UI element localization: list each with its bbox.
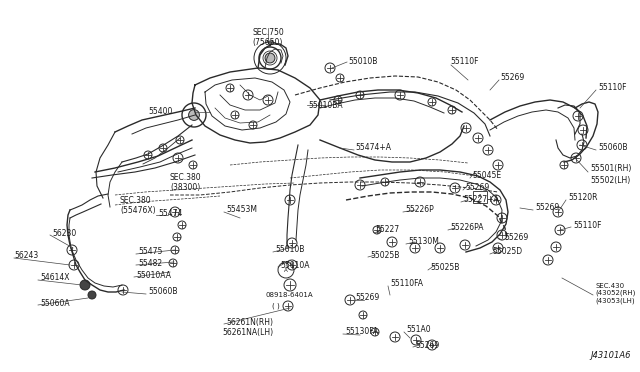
- Text: 55010AA: 55010AA: [136, 270, 171, 279]
- Text: 55025B: 55025B: [430, 263, 460, 273]
- Text: 55227: 55227: [375, 225, 399, 234]
- Circle shape: [80, 280, 90, 290]
- Text: 55045E: 55045E: [472, 170, 501, 180]
- Text: SEC.750
(75650): SEC.750 (75650): [252, 28, 284, 47]
- Text: 55010B: 55010B: [348, 58, 378, 67]
- Circle shape: [88, 291, 96, 299]
- Text: 55060B: 55060B: [148, 288, 177, 296]
- Text: 56261N(RH): 56261N(RH): [226, 317, 273, 327]
- Text: 55010B: 55010B: [275, 246, 305, 254]
- Text: 55226P: 55226P: [405, 205, 434, 215]
- Text: 55269: 55269: [465, 183, 489, 192]
- Text: J43101A6: J43101A6: [590, 352, 630, 360]
- Text: SEC.430
(43052(RH)
(43053(LH): SEC.430 (43052(RH) (43053(LH): [595, 283, 636, 304]
- Text: 55110F: 55110F: [598, 83, 627, 93]
- Text: 55474: 55474: [158, 208, 182, 218]
- Text: 55130FA: 55130FA: [345, 327, 378, 337]
- Text: 55025D: 55025D: [492, 247, 522, 257]
- Text: SEC.380
(55476X): SEC.380 (55476X): [120, 196, 156, 215]
- Text: 55060A: 55060A: [40, 298, 70, 308]
- Text: 55025B: 55025B: [370, 250, 399, 260]
- Text: 55482: 55482: [138, 259, 162, 267]
- Text: A: A: [478, 195, 482, 199]
- Text: 08918-6401A: 08918-6401A: [265, 292, 312, 298]
- Text: 55269: 55269: [500, 74, 524, 83]
- Circle shape: [265, 53, 275, 63]
- Text: 56243: 56243: [14, 250, 38, 260]
- Text: A: A: [284, 267, 288, 273]
- Text: SEC.380
(38300): SEC.380 (38300): [170, 173, 202, 192]
- Text: 551A0: 551A0: [406, 326, 431, 334]
- Text: 55130M: 55130M: [408, 237, 439, 247]
- Text: 55269: 55269: [504, 232, 528, 241]
- Text: 55060B: 55060B: [598, 144, 627, 153]
- Text: 54614X: 54614X: [40, 273, 70, 282]
- Text: 55010A: 55010A: [280, 260, 310, 269]
- Text: 55110F: 55110F: [573, 221, 602, 230]
- Text: 55400: 55400: [148, 108, 172, 116]
- FancyBboxPatch shape: [473, 191, 487, 203]
- Text: 55110F: 55110F: [450, 58, 479, 67]
- Text: 55502(LH): 55502(LH): [590, 176, 630, 185]
- Text: 55010BA: 55010BA: [308, 100, 342, 109]
- Text: 55453M: 55453M: [226, 205, 257, 215]
- Text: 55501(RH): 55501(RH): [590, 164, 632, 173]
- Text: 55269: 55269: [535, 202, 559, 212]
- Text: 55226PA: 55226PA: [450, 224, 483, 232]
- Circle shape: [189, 110, 200, 121]
- Text: 55474+A: 55474+A: [355, 144, 391, 153]
- Text: 55269: 55269: [415, 340, 439, 350]
- Text: 56230: 56230: [52, 228, 76, 237]
- Text: 55475: 55475: [138, 247, 163, 257]
- Text: ( ): ( ): [272, 303, 280, 309]
- Text: 56261NA(LH): 56261NA(LH): [222, 328, 273, 337]
- Text: 55110FA: 55110FA: [390, 279, 423, 289]
- Text: 55269: 55269: [355, 294, 380, 302]
- Text: 55227+A: 55227+A: [463, 196, 499, 205]
- Text: 55120R: 55120R: [568, 193, 598, 202]
